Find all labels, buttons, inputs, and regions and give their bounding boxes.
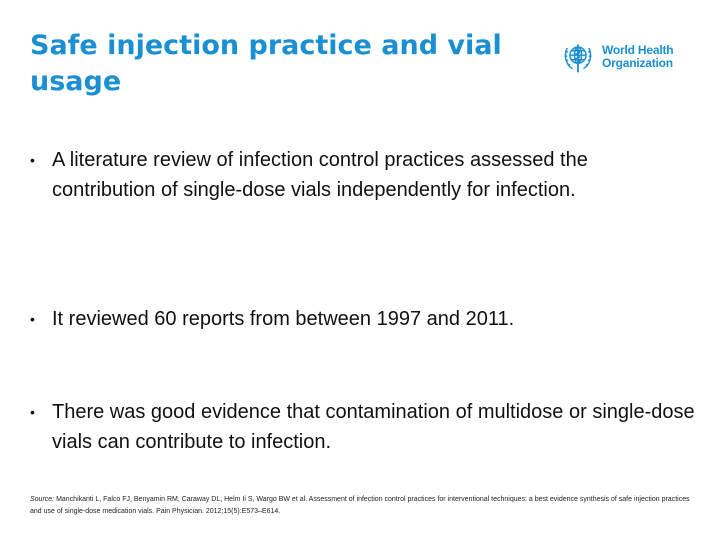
bullet-text: It reviewed 60 reports from between 1997…	[52, 308, 515, 330]
bullet-text: There was good evidence that contaminati…	[52, 401, 695, 453]
source-citation: Source: Manchikanti L, Falco FJ, Benyami…	[30, 494, 690, 518]
bullet-item: • There was good evidence that contamina…	[30, 397, 712, 457]
who-emblem-icon	[564, 44, 592, 73]
bullet-marker: •	[30, 404, 35, 420]
source-label: Source:	[30, 496, 55, 503]
bullet-marker: •	[30, 311, 35, 327]
who-logo-text: World Health Organization	[602, 43, 674, 70]
source-text: Manchikanti L, Falco FJ, Benyamin RM, Ca…	[30, 496, 690, 515]
slide-title: Safe injection practice and vial usage	[30, 30, 502, 97]
bullet-marker: •	[30, 152, 35, 168]
bullet-item: • A literature review of infection contr…	[30, 145, 692, 205]
who-logo-line2: Organization	[602, 56, 673, 70]
who-logo-line1: World Health	[602, 43, 674, 57]
who-logo: World Health Organization	[560, 38, 700, 76]
bullet-text: A literature review of infection control…	[52, 149, 588, 201]
bullet-item: • It reviewed 60 reports from between 19…	[30, 304, 692, 334]
